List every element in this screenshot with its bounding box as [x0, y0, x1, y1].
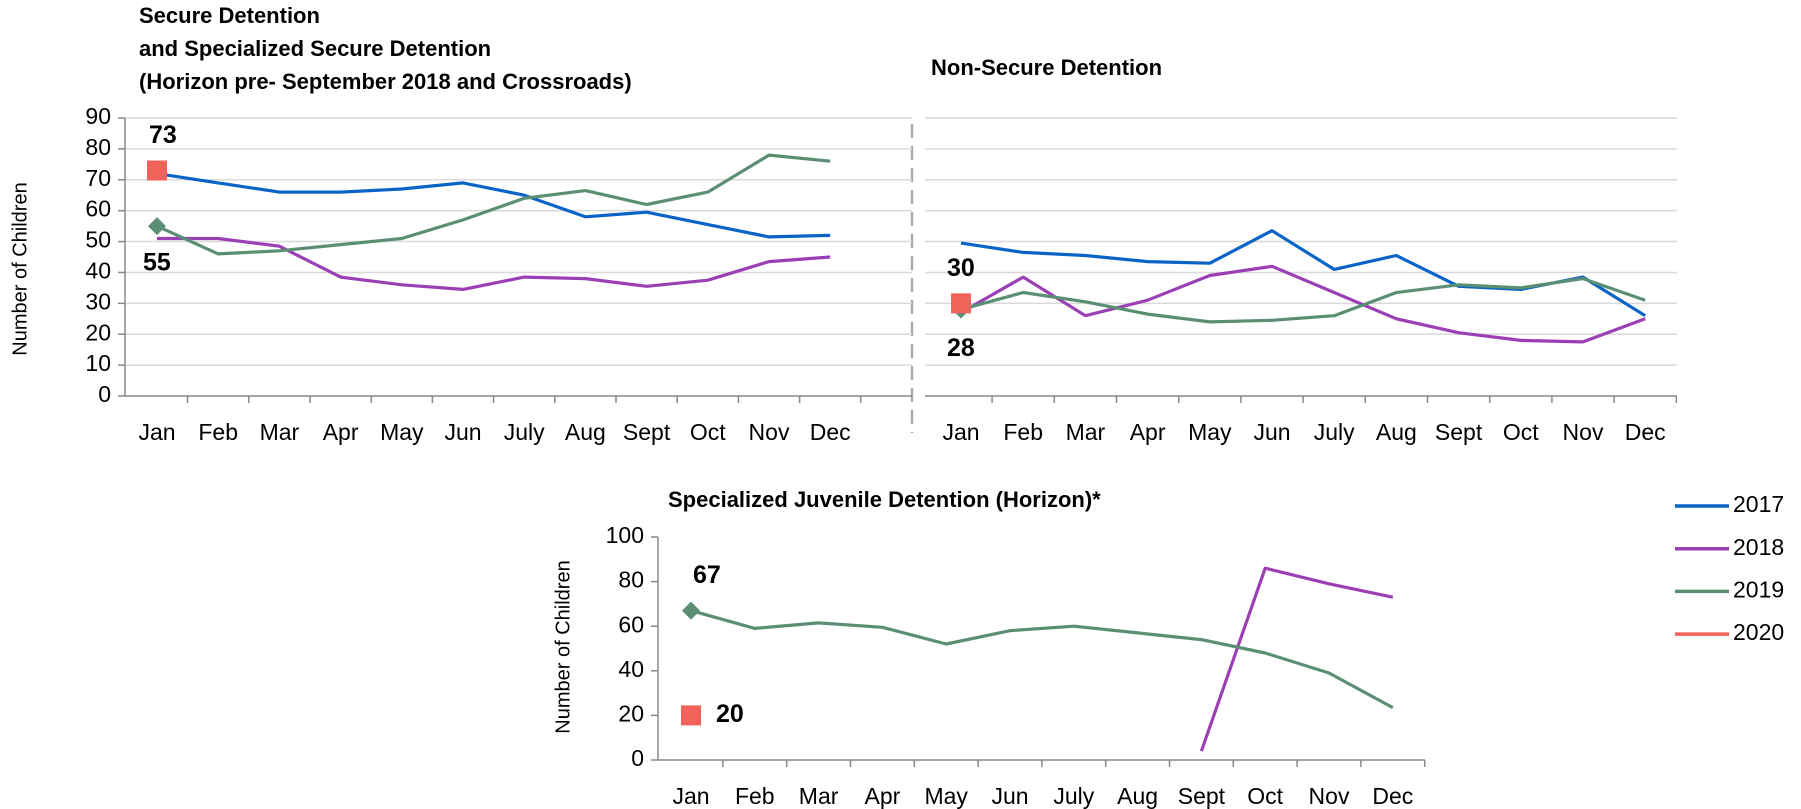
y-axis-title: Number of Children: [552, 560, 574, 733]
chart-title: and Specialized Secure Detention: [139, 36, 491, 61]
y-tick-label: 100: [606, 522, 644, 548]
x-tick-label: Apr: [865, 783, 901, 809]
x-tick-label: Mar: [260, 419, 300, 445]
x-tick-label: Jan: [672, 783, 709, 809]
data-label: 30: [947, 254, 975, 282]
series-line: [156, 172, 831, 239]
x-tick-label: Oct: [690, 419, 726, 445]
point-marker: [147, 160, 167, 181]
x-tick-label: Sept: [1178, 783, 1226, 809]
y-tick-label: 50: [85, 227, 111, 253]
x-tick-label: July: [1053, 783, 1094, 809]
chart-title: Specialized Juvenile Detention (Horizon)…: [668, 487, 1101, 512]
x-tick-label: Jan: [138, 419, 175, 445]
data-label: 55: [143, 249, 171, 277]
x-tick-label: Nov: [1309, 783, 1350, 809]
legend-label: 2017: [1733, 491, 1784, 517]
data-label: 67: [693, 561, 721, 589]
y-tick-label: 60: [85, 196, 111, 222]
x-tick-label: Feb: [198, 419, 238, 445]
point-marker: [951, 293, 971, 314]
y-axis-title: Number of Children: [9, 182, 31, 355]
x-tick-label: May: [1188, 419, 1232, 445]
series-line: [690, 609, 1394, 710]
x-tick-label: Dec: [810, 419, 851, 445]
y-tick-label: 30: [85, 288, 111, 314]
y-tick-label: 90: [85, 103, 111, 129]
series-line: [960, 277, 1646, 324]
y-tick-label: 70: [85, 165, 111, 191]
y-tick-label: 40: [618, 656, 644, 682]
x-tick-label: Sept: [1435, 419, 1483, 445]
x-tick-label: Mar: [1066, 419, 1106, 445]
x-tick-label: July: [504, 419, 545, 445]
x-tick-label: Oct: [1503, 419, 1539, 445]
chart-title: Non-Secure Detention: [931, 55, 1162, 80]
y-tick-label: 20: [85, 319, 111, 345]
x-tick-label: Jun: [991, 783, 1028, 809]
x-tick-label: Feb: [1003, 419, 1043, 445]
x-tick-label: July: [1314, 419, 1355, 445]
y-tick-label: 0: [98, 381, 111, 407]
y-tick-label: 10: [85, 350, 111, 376]
y-tick-label: 20: [618, 700, 644, 726]
series-line: [960, 264, 1646, 344]
data-label: 73: [149, 121, 177, 149]
x-tick-label: Apr: [323, 419, 359, 445]
y-tick-label: 80: [85, 134, 111, 160]
legend-label: 2019: [1733, 576, 1784, 602]
x-tick-label: Nov: [1563, 419, 1604, 445]
legend-label: 2020: [1733, 619, 1784, 645]
data-label: 20: [716, 700, 744, 728]
x-tick-label: Jan: [942, 419, 979, 445]
x-tick-label: Mar: [799, 783, 839, 809]
x-tick-label: Aug: [565, 419, 606, 445]
y-tick-label: 80: [618, 567, 644, 593]
series-line: [1199, 566, 1394, 752]
data-label: 28: [947, 334, 975, 362]
point-marker: [681, 705, 701, 726]
x-tick-label: Jun: [444, 419, 481, 445]
x-tick-label: Dec: [1372, 783, 1413, 809]
x-tick-label: Apr: [1130, 419, 1166, 445]
x-tick-label: Jun: [1253, 419, 1290, 445]
x-tick-label: Sept: [623, 419, 671, 445]
x-tick-label: Oct: [1247, 783, 1283, 809]
x-tick-label: Aug: [1117, 783, 1158, 809]
series-line: [156, 153, 831, 256]
point-marker: [148, 217, 166, 236]
y-tick-label: 60: [618, 611, 644, 637]
y-tick-label: 0: [631, 745, 644, 771]
point-marker: [682, 601, 700, 620]
x-tick-label: May: [924, 783, 968, 809]
y-tick-label: 40: [85, 258, 111, 284]
x-tick-label: Aug: [1376, 419, 1417, 445]
chart-title: (Horizon pre- September 2018 and Crossro…: [139, 69, 632, 94]
x-tick-label: Feb: [735, 783, 775, 809]
x-tick-label: Dec: [1625, 419, 1666, 445]
x-tick-label: May: [380, 419, 424, 445]
x-tick-label: Nov: [749, 419, 790, 445]
series-line: [157, 236, 831, 291]
legend-label: 2018: [1733, 534, 1784, 560]
chart-title: Secure Detention: [139, 3, 320, 28]
